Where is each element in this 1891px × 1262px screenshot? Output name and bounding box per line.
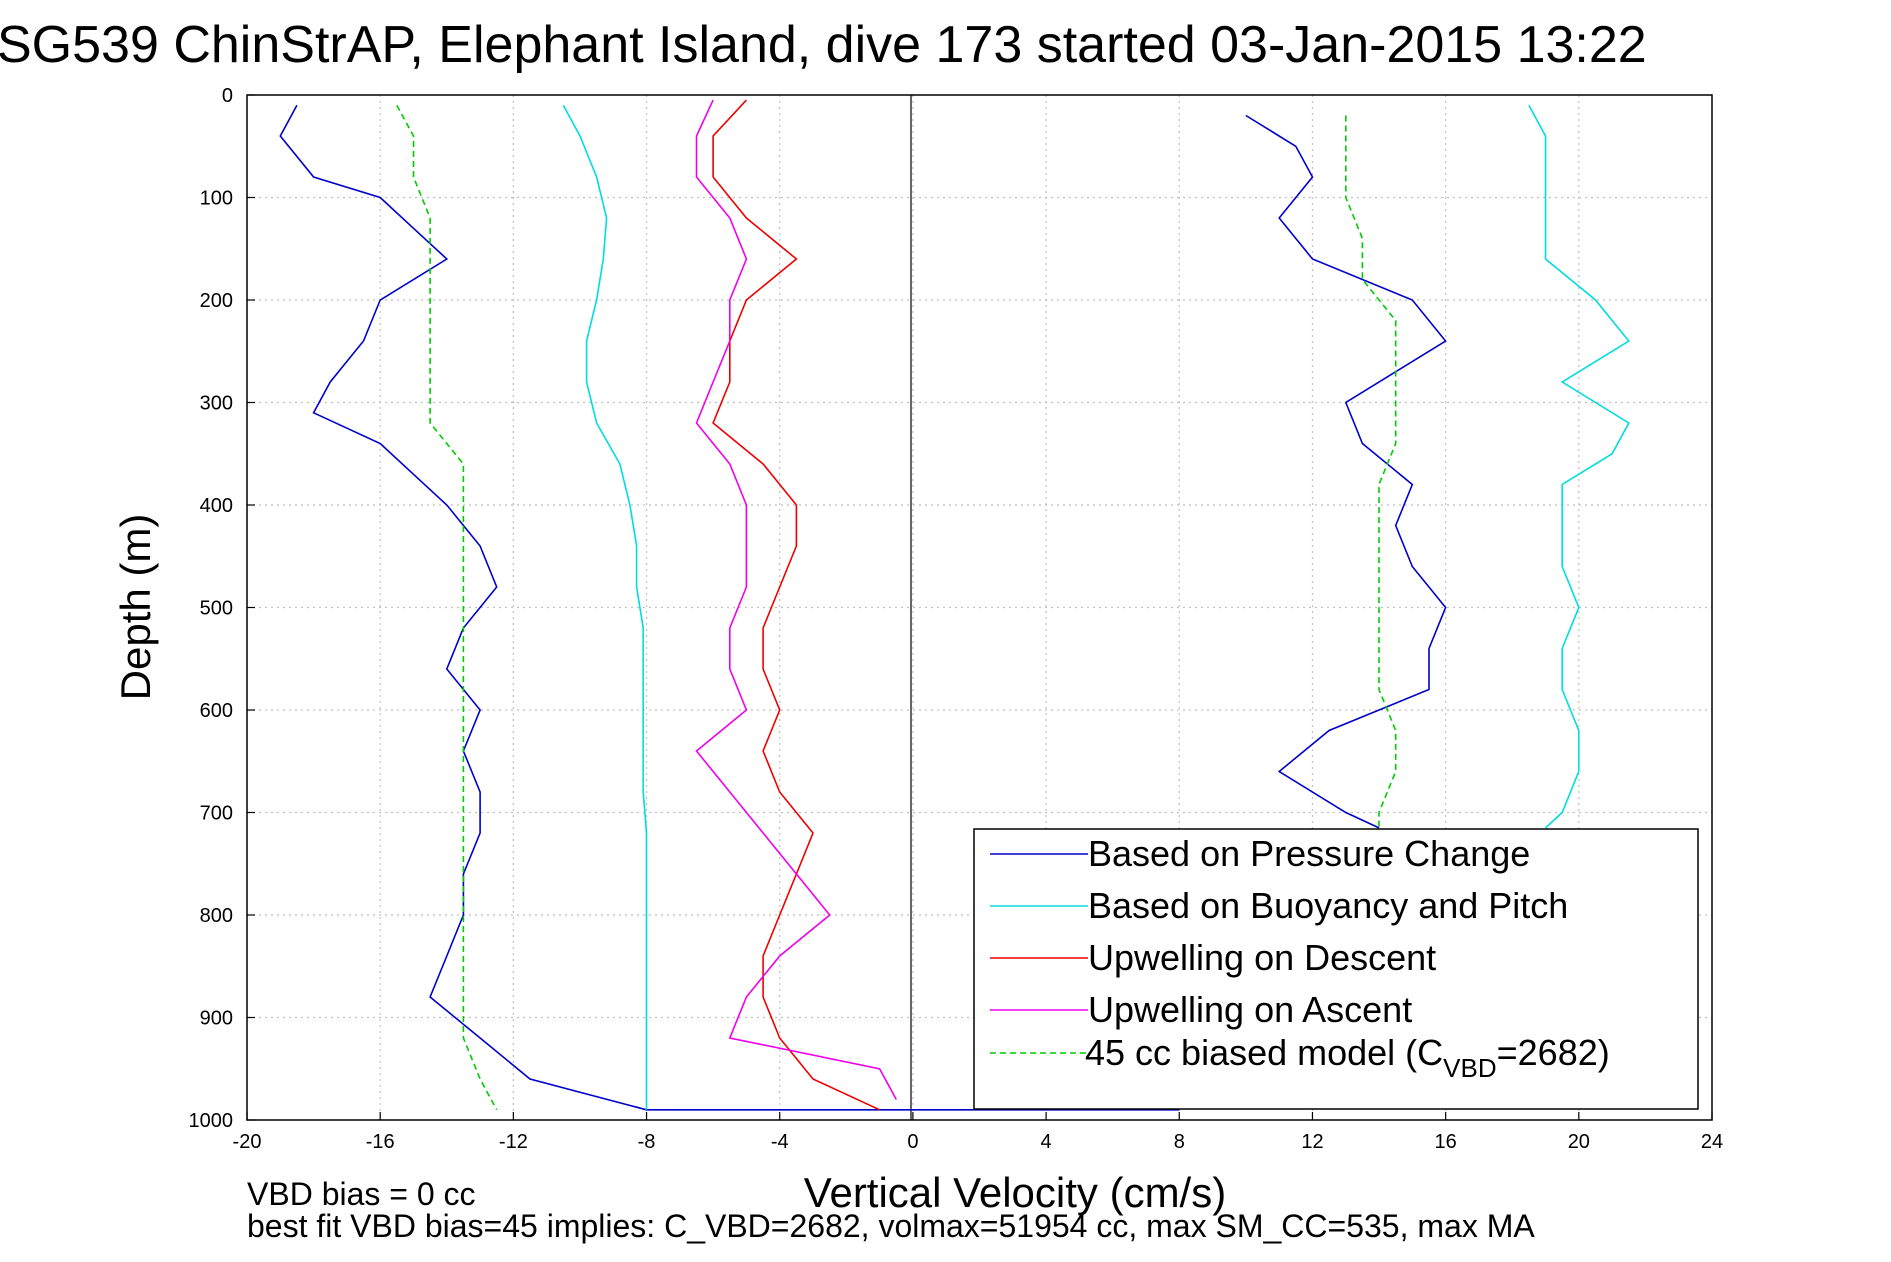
x-tick-label: 0 (907, 1131, 918, 1153)
series-line-1 (279, 104, 1180, 1111)
series-line-2 (1528, 104, 1630, 829)
footer-best-fit: best fit VBD bias=45 implies: C_VBD=2682… (247, 1208, 1535, 1244)
y-tick-label: 900 (200, 1008, 233, 1030)
x-tick-label: 20 (1568, 1131, 1590, 1153)
series-line-1 (1245, 114, 1447, 829)
legend-label-2: Based on Buoyancy and Pitch (1088, 885, 1568, 926)
x-tick-label: 12 (1301, 1131, 1323, 1153)
x-tick-label: 4 (1041, 1131, 1052, 1153)
x-tick-label: -4 (771, 1131, 789, 1153)
series-line-4 (695, 99, 898, 1100)
legend-box (973, 828, 1699, 1110)
y-tick-label: 1000 (189, 1110, 234, 1132)
y-tick-label: 0 (222, 85, 233, 107)
legend-label-4: Upwelling on Ascent (1088, 989, 1412, 1030)
y-tick-label: 700 (200, 803, 233, 825)
y-axis-label: Depth (m) (112, 514, 159, 701)
y-tick-label: 500 (200, 598, 233, 620)
x-tick-label: -20 (233, 1131, 262, 1153)
legend-label-3: Upwelling on Descent (1088, 937, 1436, 978)
series-line-3 (712, 99, 880, 1111)
y-tick-label: 800 (200, 905, 233, 927)
y-tick-label: 400 (200, 495, 233, 517)
y-tick-label: 600 (200, 700, 233, 722)
x-tick-label: 8 (1174, 1131, 1185, 1153)
x-tick-label: -16 (366, 1131, 395, 1153)
y-tick-label: 100 (200, 188, 233, 210)
series-group (279, 99, 1630, 1111)
legend-label-1: Based on Pressure Change (1088, 833, 1530, 874)
series-line-2 (562, 104, 648, 1110)
x-tick-label: -12 (499, 1131, 528, 1153)
series-line-5 (396, 104, 498, 1111)
chart-title: SG539 ChinStrAP, Elephant Island, dive 1… (0, 16, 1647, 74)
y-tick-label: 300 (200, 393, 233, 415)
x-axis-label: Vertical Velocity (cm/s) (804, 1169, 1226, 1216)
y-tick-label: 200 (200, 290, 233, 312)
footer-vbd-bias: VBD bias = 0 cc (247, 1176, 476, 1212)
x-tick-label: 24 (1701, 1131, 1723, 1153)
tick-labels: -20 -16 -12 -8 -4 0 4 8 12 16 20 24 0 100 200 300 400 500… (189, 85, 1724, 1153)
legend: Based on Pressure Change Based on Buoyanc… (973, 828, 1699, 1110)
x-tick-label: 16 (1435, 1131, 1457, 1153)
x-tick-label: -8 (638, 1131, 656, 1153)
